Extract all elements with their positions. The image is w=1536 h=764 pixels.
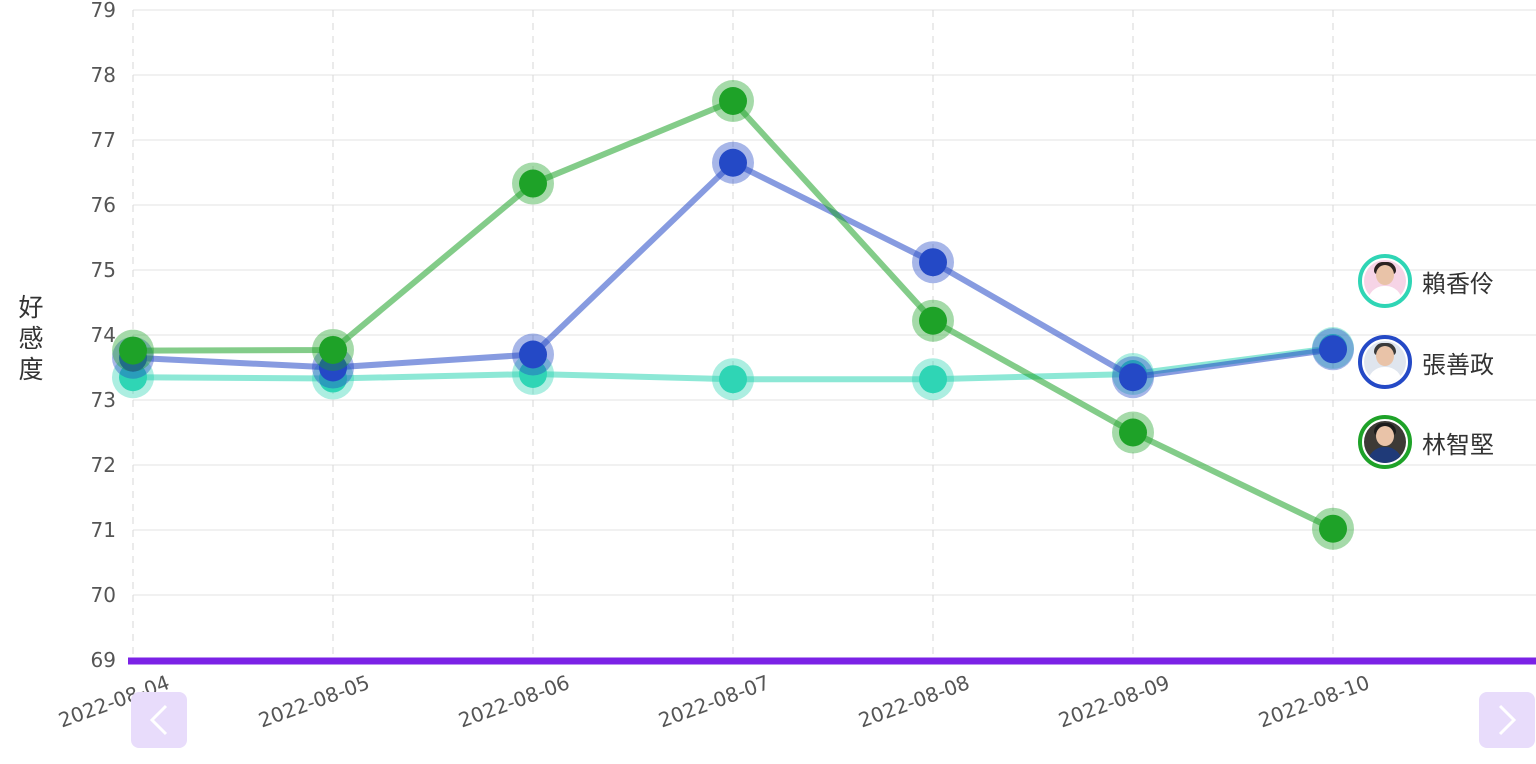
data-point: [519, 340, 547, 369]
legend-item-lai[interactable]: 賴香伶: [1358, 250, 1494, 312]
legend-item-lin[interactable]: 林智堅: [1358, 411, 1494, 473]
x-tick-label: 2022-08-08: [855, 670, 972, 732]
data-point: [319, 335, 347, 364]
x-tick-label: 2022-08-05: [255, 670, 372, 732]
legend-label: 林智堅: [1422, 430, 1494, 459]
y-tick-label: 79: [91, 0, 116, 22]
prev-button[interactable]: [131, 692, 187, 748]
avatar-lin: [1358, 415, 1412, 469]
y-tick-label: 75: [91, 258, 116, 282]
next-button[interactable]: [1479, 692, 1535, 748]
legend-item-chang[interactable]: 張善政: [1358, 331, 1494, 393]
data-point: [719, 365, 747, 394]
y-tick-label: 76: [91, 193, 116, 217]
x-tick-label: 2022-08-06: [455, 670, 572, 732]
data-point: [119, 363, 147, 392]
data-point: [919, 365, 947, 394]
y-tick-label: 72: [91, 453, 116, 477]
data-point: [919, 306, 947, 335]
y-tick-label: 73: [91, 388, 116, 412]
legend-label: 張善政: [1422, 350, 1494, 379]
avatar-chang: [1358, 335, 1412, 389]
x-tick-label: 2022-08-10: [1255, 670, 1372, 732]
y-tick-label: 78: [91, 63, 116, 87]
data-point: [719, 87, 747, 115]
y-tick-label: 71: [91, 518, 116, 542]
y-tick-label: 77: [91, 128, 116, 152]
data-point: [119, 336, 147, 365]
data-point: [519, 169, 547, 198]
legend-label: 賴香伶: [1422, 269, 1494, 298]
chevron-right-icon: [1498, 704, 1517, 736]
y-axis-label: 好感度: [18, 293, 44, 384]
x-tick-label: 2022-08-07: [655, 670, 772, 732]
y-tick-label: 74: [91, 323, 116, 347]
data-point: [719, 148, 747, 177]
y-tick-label: 70: [91, 583, 116, 607]
data-point: [1319, 335, 1347, 364]
data-point: [1319, 514, 1347, 543]
data-point: [919, 248, 947, 277]
chevron-left-icon: [149, 704, 168, 736]
data-point: [1119, 363, 1147, 392]
x-tick-label: 2022-08-09: [1055, 670, 1172, 732]
y-tick-label: 69: [91, 648, 116, 672]
data-point: [519, 360, 547, 388]
data-point: [1119, 418, 1147, 447]
avatar-lai: [1358, 254, 1412, 308]
